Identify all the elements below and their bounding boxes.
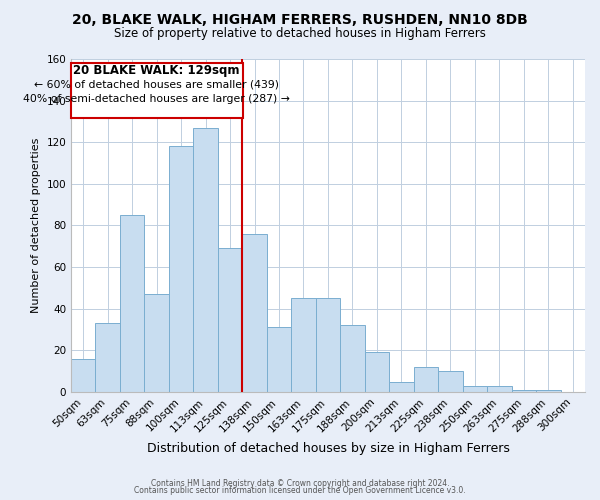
Bar [242,234,267,392]
Bar [267,328,291,392]
Bar [463,386,487,392]
Bar [413,367,438,392]
Bar [536,390,560,392]
Text: 20 BLAKE WALK: 129sqm: 20 BLAKE WALK: 129sqm [73,64,240,77]
Text: 20, BLAKE WALK, HIGHAM FERRERS, RUSHDEN, NN10 8DB: 20, BLAKE WALK, HIGHAM FERRERS, RUSHDEN,… [72,12,528,26]
Bar [291,298,316,392]
Text: Contains public sector information licensed under the Open Government Licence v3: Contains public sector information licen… [134,486,466,495]
Y-axis label: Number of detached properties: Number of detached properties [31,138,41,313]
Bar [438,371,463,392]
Bar [193,128,218,392]
Bar [169,146,193,392]
Bar [340,326,365,392]
Bar [487,386,512,392]
X-axis label: Distribution of detached houses by size in Higham Ferrers: Distribution of detached houses by size … [146,442,509,455]
Bar [145,294,169,392]
Text: Contains HM Land Registry data © Crown copyright and database right 2024.: Contains HM Land Registry data © Crown c… [151,478,449,488]
Bar [512,390,536,392]
FancyBboxPatch shape [71,63,243,118]
Bar [365,352,389,392]
Bar [120,215,145,392]
Text: 40% of semi-detached houses are larger (287) →: 40% of semi-detached houses are larger (… [23,94,290,104]
Bar [218,248,242,392]
Bar [71,358,95,392]
Bar [389,382,413,392]
Text: ← 60% of detached houses are smaller (439): ← 60% of detached houses are smaller (43… [34,80,279,90]
Text: Size of property relative to detached houses in Higham Ferrers: Size of property relative to detached ho… [114,28,486,40]
Bar [316,298,340,392]
Bar [95,324,120,392]
